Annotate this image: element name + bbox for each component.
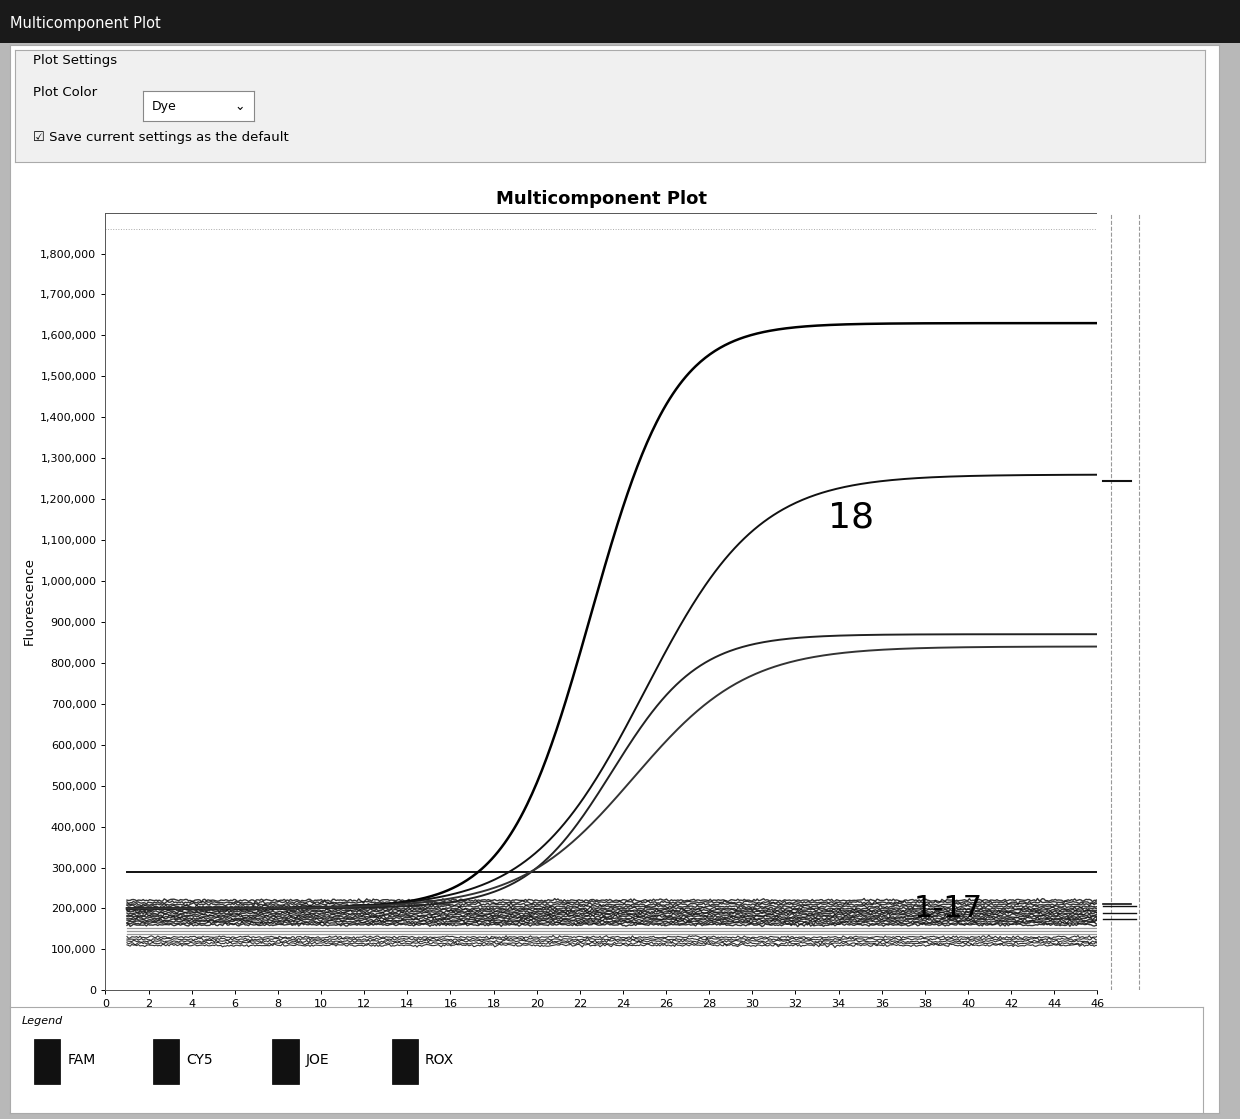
Text: CY5: CY5 (186, 1053, 213, 1068)
Text: FAM: FAM (67, 1053, 95, 1068)
Text: Dye: Dye (151, 100, 176, 113)
Text: 1-17: 1-17 (914, 894, 983, 923)
Title: Multicomponent Plot: Multicomponent Plot (496, 190, 707, 208)
Text: Legend: Legend (22, 1016, 63, 1026)
X-axis label: Cycle: Cycle (583, 1014, 620, 1026)
Bar (273, 1038, 299, 1083)
Text: 18: 18 (828, 501, 874, 535)
Text: ⌄: ⌄ (234, 100, 244, 113)
Text: Plot Settings: Plot Settings (32, 54, 117, 67)
Text: Plot Color: Plot Color (32, 86, 97, 100)
Bar (33, 1038, 60, 1083)
Text: ROX: ROX (425, 1053, 454, 1068)
Text: Multicomponent Plot: Multicomponent Plot (10, 16, 161, 31)
Text: ☑ Save current settings as the default: ☑ Save current settings as the default (32, 131, 289, 144)
Bar (392, 1038, 418, 1083)
Text: JOE: JOE (306, 1053, 330, 1068)
Y-axis label: Fluorescence: Fluorescence (24, 557, 36, 646)
Bar (153, 1038, 180, 1083)
